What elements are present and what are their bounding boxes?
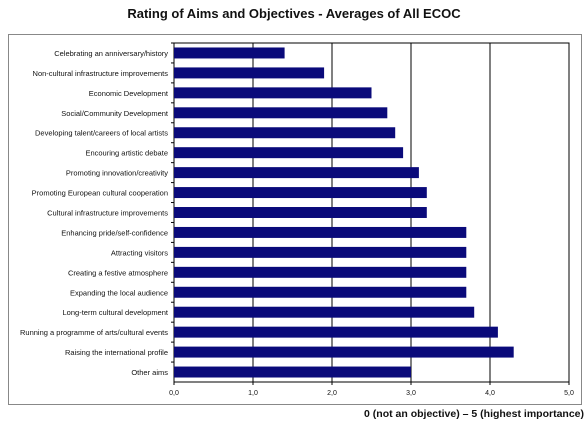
bar xyxy=(174,67,325,79)
bar xyxy=(174,286,467,298)
bar xyxy=(174,226,467,238)
category-label: Running a programme of arts/cultural eve… xyxy=(20,328,168,337)
x-tick-label: 0,0 xyxy=(169,390,179,397)
category-label: Celebrating an anniversary/history xyxy=(54,49,168,58)
bar xyxy=(174,147,404,159)
category-label: Creating a festive atmosphere xyxy=(68,268,168,277)
bar xyxy=(174,366,411,378)
bar xyxy=(174,326,498,338)
bar xyxy=(174,266,467,278)
x-tick-label: 5,0 xyxy=(564,390,574,397)
category-label: Long-term cultural development xyxy=(63,308,169,317)
bar xyxy=(174,47,285,59)
x-axis-label: 0 (not an objective) – 5 (highest import… xyxy=(364,408,584,420)
bar xyxy=(174,346,514,358)
bar xyxy=(174,87,372,99)
category-label: Promoting innovation/creativity xyxy=(66,169,168,178)
category-label: Promoting European cultural cooperation xyxy=(32,189,168,198)
category-label: Cultural infrastructure improvements xyxy=(47,209,168,218)
bar xyxy=(174,107,388,119)
category-label: Encouring artistic debate xyxy=(85,149,168,158)
chart-title: Rating of Aims and Objectives - Averages… xyxy=(127,6,461,21)
x-tick-label: 2,0 xyxy=(327,390,337,397)
category-label: Expanding the local audience xyxy=(70,288,168,297)
category-label: Other aims xyxy=(131,368,168,377)
category-label: Enhancing pride/self-confidence xyxy=(61,228,168,237)
bar xyxy=(174,306,475,318)
bar xyxy=(174,127,396,139)
bar xyxy=(174,207,427,218)
category-label: Non-cultural infrastructure improvements xyxy=(33,69,169,78)
x-tick-label: 3,0 xyxy=(406,390,416,397)
category-label: Developing talent/careers of local artis… xyxy=(35,129,168,138)
category-label: Economic Development xyxy=(89,89,169,98)
category-label: Attracting visitors xyxy=(111,248,168,257)
x-tick-label: 4,0 xyxy=(485,390,495,397)
chart-frame xyxy=(8,34,582,405)
bar xyxy=(174,246,467,258)
bar xyxy=(174,187,427,199)
bar xyxy=(174,167,419,179)
category-label: Social/Community Development xyxy=(61,109,169,118)
x-tick-label: 1,0 xyxy=(248,390,258,397)
category-label: Raising the international profile xyxy=(65,348,168,357)
